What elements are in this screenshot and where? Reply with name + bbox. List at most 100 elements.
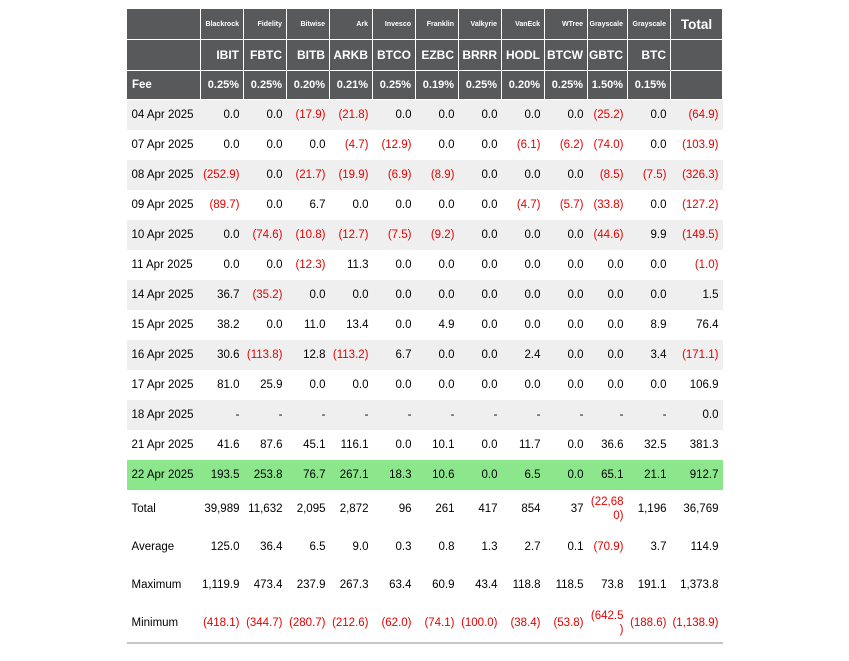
value-cell-hodl: 0.0 <box>501 220 545 250</box>
date-cell: 17 Apr 2025 <box>131 378 194 391</box>
summary-value-cell-btco: 0.3 <box>395 540 412 553</box>
summary-value-cell-brrr: 43.4 <box>475 578 498 591</box>
value-cell-ibit: 81.0 <box>217 378 240 391</box>
row-total-cell: (127.2) <box>682 198 719 211</box>
value-cell-arkb: 0.0 <box>329 280 373 310</box>
value-cell-btc: - <box>627 400 671 430</box>
date-cell: 10 Apr 2025 <box>126 220 201 250</box>
date-cell: 04 Apr 2025 <box>126 99 201 130</box>
value-cell-hodl: 0.0 <box>501 99 545 130</box>
value-cell-bitb: 11.0 <box>303 318 326 331</box>
summary-label: Maximum <box>131 578 182 591</box>
summary-value-cell-bitb: 237.9 <box>296 578 326 591</box>
data-row-21-apr-2025: 21 Apr 2025 41.6 87.6 45.1 116.1 0.0 10.1 0.0 11… <box>127 430 723 460</box>
value-cell-btco: (6.9) <box>372 160 416 190</box>
date-cell: 07 Apr 2025 <box>131 138 194 151</box>
value-cell-gbtc: (74.0) <box>593 138 624 151</box>
ticker-bitb: BITB <box>286 39 330 71</box>
summary-value-cell-btcw: 37 <box>570 502 584 515</box>
summary-row-total: Total 39,989 11,632 2,095 2,872 96 261 417 854 37… <box>127 490 723 528</box>
value-cell-fbtc: - <box>243 400 287 430</box>
value-cell-btc: 0.0 <box>650 258 667 271</box>
summary-value-cell-brrr: 1.3 <box>481 540 498 553</box>
data-row-10-apr-2025: 10 Apr 2025 0.0 (74.6) (10.8) (12.7) (7.5) (9.… <box>126 220 723 250</box>
row-total-cell: 912.7 <box>670 460 723 490</box>
value-cell-brrr: 0.0 <box>458 220 502 250</box>
total-column-blank <box>670 39 723 71</box>
value-cell-btco: (12.9) <box>381 138 412 151</box>
value-cell-fbtc: 0.0 <box>243 99 287 130</box>
value-cell-btcw: (6.2) <box>559 138 584 151</box>
value-cell-btc: 8.9 <box>650 318 667 331</box>
data-row-22-apr-2025: 22 Apr 2025 193.5 253.8 76.7 267.1 18.3 10.6 0.… <box>126 460 723 490</box>
date-cell: 21 Apr 2025 <box>131 438 194 451</box>
value-cell-btcw: 0.0 <box>567 378 584 391</box>
data-row-08-apr-2025: 08 Apr 2025 (252.9) 0.0 (21.7) (19.9) (6.9) (8… <box>126 160 723 190</box>
value-cell-brrr: 0.0 <box>481 438 498 451</box>
value-cell-gbtc: (8.5) <box>587 160 628 190</box>
summary-value-cell-arkb: 267.3 <box>339 578 369 591</box>
summary-value-cell-bitb: 6.5 <box>309 540 326 553</box>
issuer-fbtc: Fidelity <box>243 8 287 40</box>
row-total-cell: (1.0) <box>694 258 719 271</box>
value-cell-bitb: 45.1 <box>303 438 326 451</box>
value-cell-ibit: 36.7 <box>200 280 244 310</box>
summary-value-cell-btcw: (53.8) <box>553 616 584 629</box>
value-cell-btcw: 0.0 <box>544 99 588 130</box>
summary-value-cell-btc: 1,196 <box>637 502 667 515</box>
summary-value-cell-gbtc: (642.5) <box>590 609 624 636</box>
value-cell-gbtc: 36.6 <box>601 438 624 451</box>
corner-cell <box>126 8 201 40</box>
summary-value-cell-hodl: 2.7 <box>524 540 541 553</box>
summary-value-cell-ezbc: (74.1) <box>424 616 455 629</box>
value-cell-ezbc: 0.0 <box>438 198 455 211</box>
value-cell-arkb: (12.7) <box>329 220 373 250</box>
value-cell-btco: 0.0 <box>395 378 412 391</box>
value-cell-fbtc: 0.0 <box>266 138 283 151</box>
value-cell-gbtc: 0.0 <box>587 340 628 370</box>
value-cell-fbtc: 0.0 <box>266 198 283 211</box>
value-cell-hodl: (4.7) <box>516 198 541 211</box>
value-cell-bitb: 0.0 <box>286 280 330 310</box>
value-cell-arkb: 267.1 <box>329 460 373 490</box>
ticker-btco: BTCO <box>372 39 416 71</box>
value-cell-gbtc: - <box>587 400 628 430</box>
data-row-14-apr-2025: 14 Apr 2025 36.7 (35.2) 0.0 0.0 0.0 0.0 0.0 0.0 0… <box>126 280 723 310</box>
value-cell-brrr: 0.0 <box>481 138 498 151</box>
ticker-btcw: BTCW <box>544 39 588 71</box>
value-cell-hodl: - <box>501 400 545 430</box>
data-row-07-apr-2025: 07 Apr 2025 0.0 0.0 0.0 (4.7) (12.9) 0.0 0.0 (6.… <box>127 130 723 160</box>
value-cell-brrr: 0.0 <box>458 280 502 310</box>
value-cell-arkb: 0.0 <box>352 378 369 391</box>
value-cell-btco: 6.7 <box>372 340 416 370</box>
summary-value-cell-ezbc: 0.8 <box>438 540 455 553</box>
value-cell-btc: 21.1 <box>627 460 671 490</box>
date-cell: 22 Apr 2025 <box>126 460 201 490</box>
summary-total-cell: 1,373.8 <box>680 578 719 591</box>
issuer-btco: Invesco <box>372 8 416 40</box>
fee-brrr: 0.25% <box>458 70 502 100</box>
row-total-cell: (149.5) <box>670 220 723 250</box>
value-cell-gbtc: 0.0 <box>607 258 624 271</box>
value-cell-btc: 32.5 <box>644 438 667 451</box>
fee-btco: 0.25% <box>372 70 416 100</box>
data-row-16-apr-2025: 16 Apr 2025 30.6 (113.8) 12.8 (113.2) 6.7 0.0 0… <box>126 340 723 370</box>
value-cell-btcw: 0.0 <box>544 220 588 250</box>
value-cell-fbtc: (113.8) <box>243 340 287 370</box>
row-total-cell: 381.3 <box>689 438 719 451</box>
ticker-hodl: HODL <box>501 39 545 71</box>
value-cell-btcw: 0.0 <box>544 460 588 490</box>
value-cell-ezbc: 10.1 <box>432 438 455 451</box>
value-cell-bitb: (12.3) <box>295 258 326 271</box>
value-cell-arkb: 13.4 <box>346 318 369 331</box>
summary-value-cell-bitb: 2,095 <box>296 502 326 515</box>
summary-label: Total <box>131 502 156 515</box>
summary-value-cell-gbtc: 73.8 <box>601 578 624 591</box>
value-cell-btc: 0.0 <box>650 198 667 211</box>
value-cell-gbtc: (25.2) <box>587 99 628 130</box>
value-cell-fbtc: (35.2) <box>243 280 287 310</box>
summary-value-cell-hodl: 854 <box>521 502 541 515</box>
value-cell-hodl: 2.4 <box>501 340 545 370</box>
value-cell-ezbc: (9.2) <box>415 220 459 250</box>
data-row-11-apr-2025: 11 Apr 2025 0.0 0.0 (12.3) 11.3 0.0 0.0 0.0 0.0 0… <box>127 250 723 280</box>
